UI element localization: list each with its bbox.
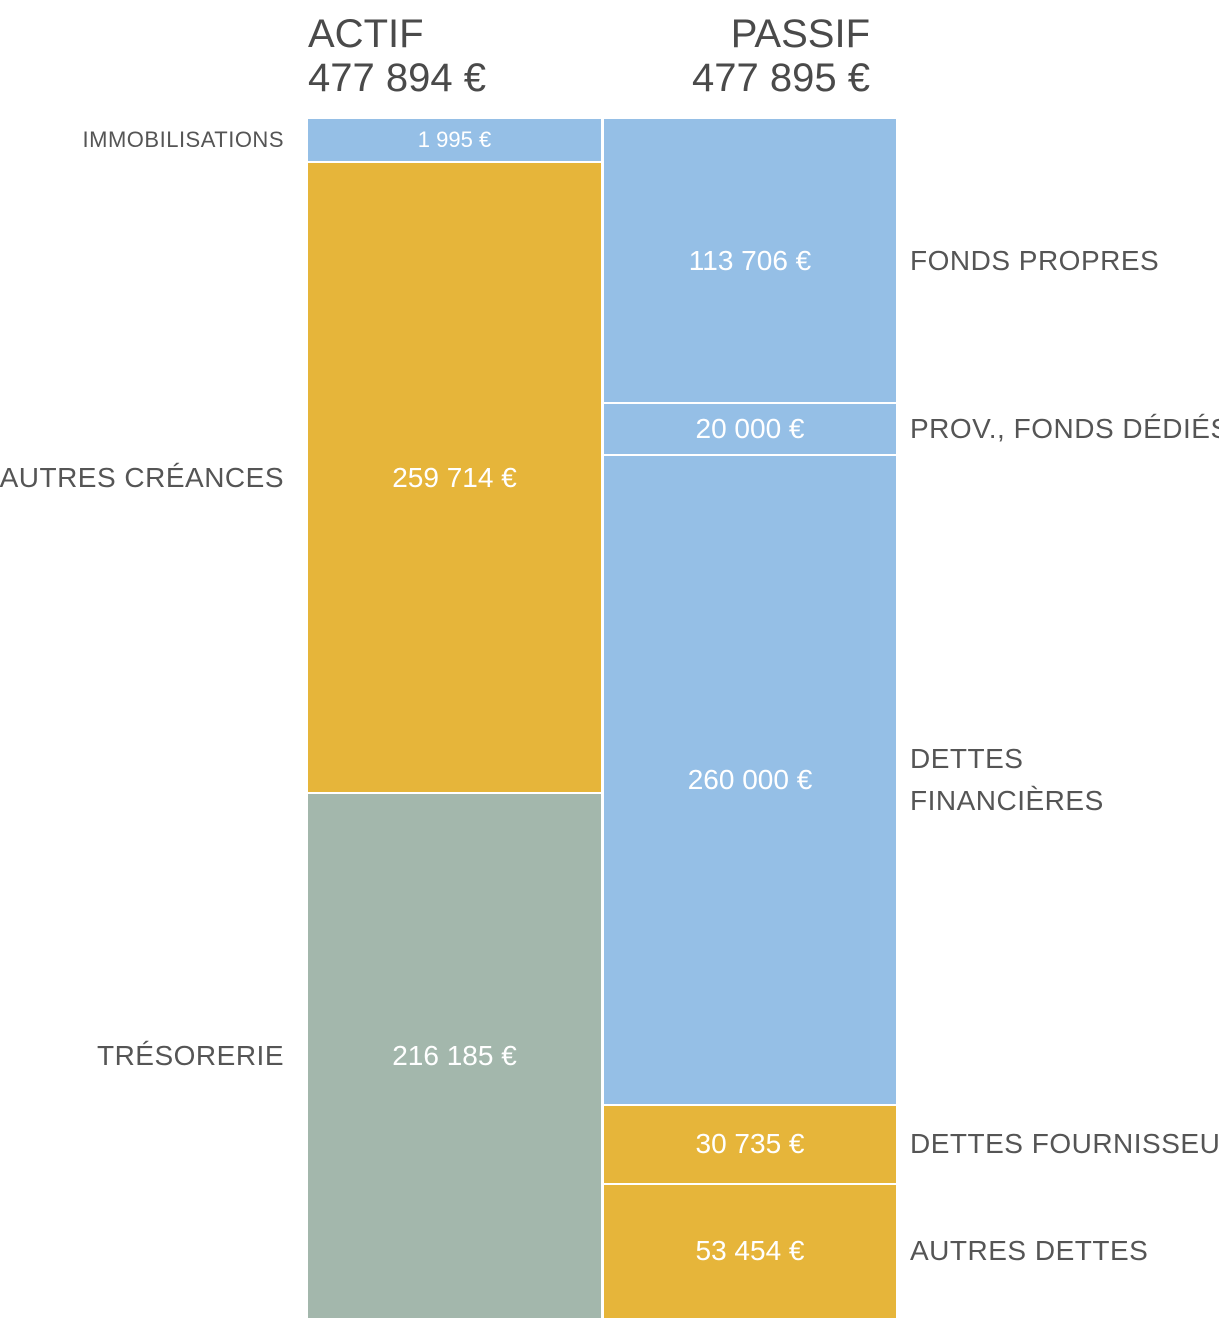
- category-label: FONDS PROPRES: [910, 244, 1160, 276]
- segment: 1 995 €: [308, 119, 601, 161]
- category-label: DETTES FOURNISSEURS: [910, 1128, 1219, 1160]
- segment: 20 000 €: [604, 404, 896, 455]
- column-total: 477 895 €: [692, 56, 870, 100]
- category-label: DETTES FINANCIÈRES: [910, 743, 1104, 817]
- segment: 259 714 €: [308, 163, 601, 793]
- segment: 216 185 €: [308, 794, 601, 1318]
- category-label: TRÉSORERIE: [96, 1040, 284, 1072]
- segment: 260 000 €: [604, 456, 896, 1105]
- segment: 53 454 €: [604, 1184, 896, 1318]
- column-title: PASSIF: [730, 12, 870, 56]
- category-label: AUTRES CRÉANCES: [0, 461, 284, 493]
- category-label: AUTRES DETTES: [910, 1235, 1149, 1267]
- segment: 113 706 €: [604, 119, 896, 403]
- category-label: IMMOBILISATIONS: [82, 127, 284, 152]
- column-total: 477 894 €: [308, 56, 486, 100]
- segment: 30 735 €: [604, 1106, 896, 1183]
- column-title: ACTIF: [308, 12, 424, 56]
- category-label: PROV., FONDS DÉDIÉS: [910, 413, 1219, 445]
